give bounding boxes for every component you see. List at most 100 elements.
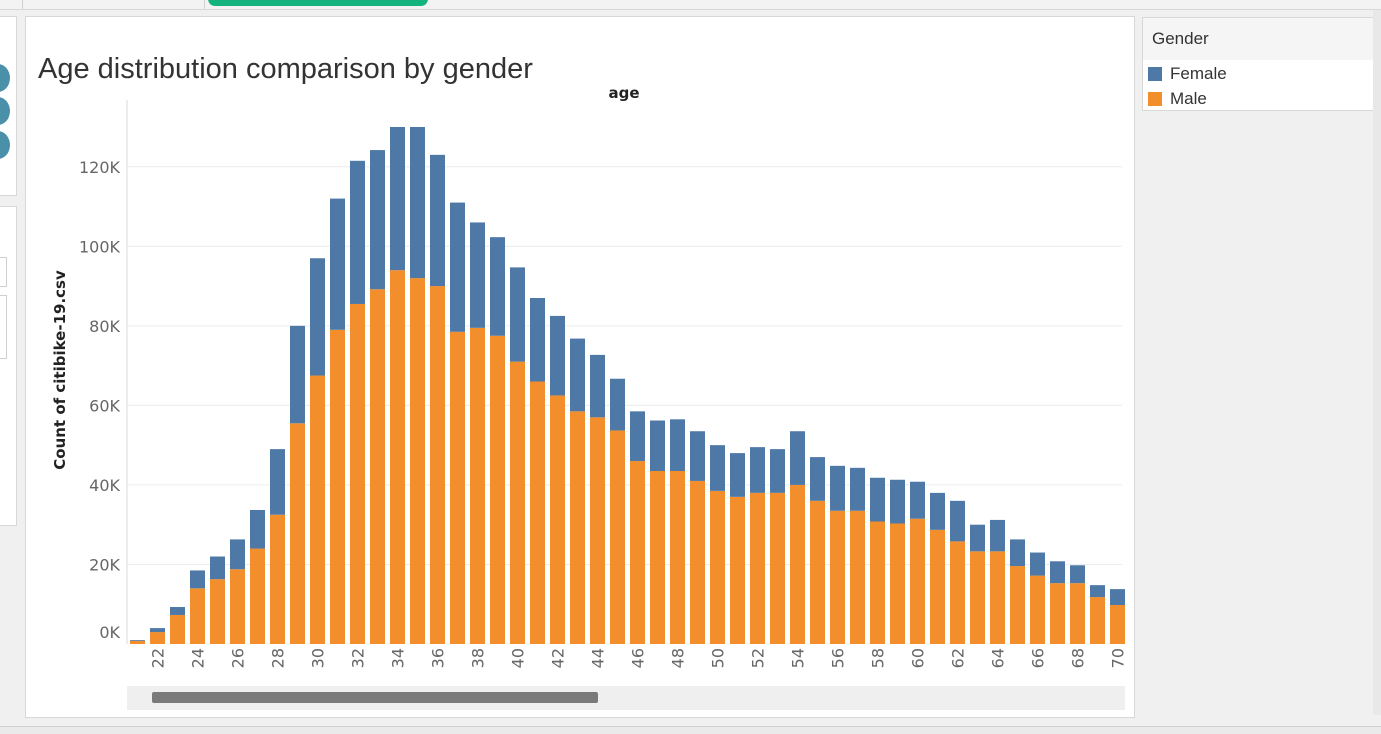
bar-male[interactable] <box>130 640 145 644</box>
bar-male[interactable] <box>870 521 885 644</box>
bar-male[interactable] <box>190 588 205 644</box>
bar-female[interactable] <box>650 420 665 472</box>
bar-male[interactable] <box>330 329 345 644</box>
bar-female[interactable] <box>330 198 345 330</box>
bar-male[interactable] <box>730 496 745 644</box>
bar-female[interactable] <box>790 431 805 485</box>
bar-female[interactable] <box>670 419 685 472</box>
bar-male[interactable] <box>950 541 965 644</box>
bar-female[interactable] <box>470 222 485 328</box>
bar-male[interactable] <box>770 492 785 644</box>
bar-male[interactable] <box>410 278 425 644</box>
bar-male[interactable] <box>550 395 565 644</box>
bar-female[interactable] <box>550 315 565 396</box>
bar-female[interactable] <box>1010 539 1025 567</box>
bar-female[interactable] <box>410 127 425 279</box>
bar-male[interactable] <box>790 484 805 644</box>
horizontal-scrollbar-thumb[interactable] <box>152 692 598 703</box>
bar-male[interactable] <box>1070 583 1085 644</box>
bar-male[interactable] <box>1110 605 1125 644</box>
bar-male[interactable] <box>1010 566 1025 644</box>
side-marker-icon[interactable] <box>0 64 10 92</box>
bar-female[interactable] <box>510 267 525 362</box>
bar-male[interactable] <box>710 490 725 644</box>
bar-male[interactable] <box>750 492 765 644</box>
bar-male[interactable] <box>850 510 865 644</box>
bar-female[interactable] <box>150 628 165 633</box>
bar-male[interactable] <box>170 614 185 644</box>
bar-male[interactable] <box>490 335 505 644</box>
bar-female[interactable] <box>1090 585 1105 598</box>
bar-female[interactable] <box>950 500 965 542</box>
bar-female[interactable] <box>430 154 445 287</box>
bar-female[interactable] <box>1070 565 1085 584</box>
bar-male[interactable] <box>450 331 465 644</box>
bar-male[interactable] <box>150 632 165 644</box>
legend-item-female[interactable]: Female <box>1148 64 1227 84</box>
bar-male[interactable] <box>810 500 825 644</box>
legend-item-male[interactable]: Male <box>1148 89 1207 109</box>
bar-male[interactable] <box>390 270 405 644</box>
bar-male[interactable] <box>370 289 385 644</box>
bar-male[interactable] <box>1090 597 1105 644</box>
bar-male[interactable] <box>310 375 325 644</box>
bar-female[interactable] <box>570 338 585 412</box>
bar-male[interactable] <box>350 303 365 644</box>
bar-male[interactable] <box>470 327 485 644</box>
bar-female[interactable] <box>1110 589 1125 606</box>
bar-female[interactable] <box>490 237 505 336</box>
bar-male[interactable] <box>830 510 845 644</box>
bar-male[interactable] <box>290 423 305 644</box>
side-marker-icon[interactable] <box>0 97 10 125</box>
bar-female[interactable] <box>230 539 245 570</box>
bar-male[interactable] <box>890 523 905 644</box>
bar-female[interactable] <box>910 481 925 519</box>
bar-female[interactable] <box>690 431 705 481</box>
bar-female[interactable] <box>990 519 1005 552</box>
bar-female[interactable] <box>450 202 465 332</box>
bar-female[interactable] <box>750 447 765 493</box>
bar-female[interactable] <box>190 570 205 589</box>
bar-female[interactable] <box>890 479 905 524</box>
bar-female[interactable] <box>830 465 845 511</box>
bar-female[interactable] <box>290 325 305 424</box>
bar-male[interactable] <box>930 529 945 644</box>
bar-female[interactable] <box>250 509 265 549</box>
active-tab-indicator[interactable] <box>208 0 428 6</box>
bar-female[interactable] <box>730 453 745 497</box>
bar-male[interactable] <box>250 548 265 644</box>
side-control-box[interactable] <box>0 295 7 359</box>
right-scrollbar[interactable] <box>1373 10 1381 715</box>
bar-male[interactable] <box>610 430 625 644</box>
bar-female[interactable] <box>930 492 945 530</box>
bar-male[interactable] <box>1050 583 1065 644</box>
bar-female[interactable] <box>710 445 725 491</box>
bar-female[interactable] <box>770 449 785 493</box>
bar-male[interactable] <box>1030 575 1045 644</box>
bar-male[interactable] <box>990 551 1005 644</box>
bar-female[interactable] <box>870 477 885 522</box>
bar-female[interactable] <box>270 449 285 515</box>
bar-male[interactable] <box>690 480 705 644</box>
bar-male[interactable] <box>510 361 525 644</box>
bar-female[interactable] <box>170 607 185 615</box>
bar-male[interactable] <box>430 286 445 644</box>
bar-male[interactable] <box>670 471 685 644</box>
bar-male[interactable] <box>910 518 925 644</box>
bar-female[interactable] <box>1050 561 1065 584</box>
bar-female[interactable] <box>310 258 325 376</box>
bar-female[interactable] <box>970 524 985 552</box>
bar-male[interactable] <box>630 461 645 644</box>
bar-female[interactable] <box>810 457 825 501</box>
bar-female[interactable] <box>1030 552 1045 576</box>
bar-female[interactable] <box>210 556 225 580</box>
bar-male[interactable] <box>590 417 605 644</box>
bar-female[interactable] <box>610 378 625 431</box>
bar-male[interactable] <box>970 551 985 644</box>
bar-female[interactable] <box>130 640 145 641</box>
bar-female[interactable] <box>350 160 365 304</box>
bar-female[interactable] <box>370 150 385 290</box>
bar-female[interactable] <box>850 467 865 511</box>
bar-female[interactable] <box>530 298 545 382</box>
bar-male[interactable] <box>570 411 585 644</box>
